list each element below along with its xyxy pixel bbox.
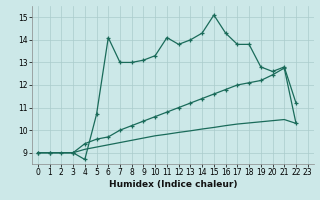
X-axis label: Humidex (Indice chaleur): Humidex (Indice chaleur) xyxy=(108,180,237,189)
